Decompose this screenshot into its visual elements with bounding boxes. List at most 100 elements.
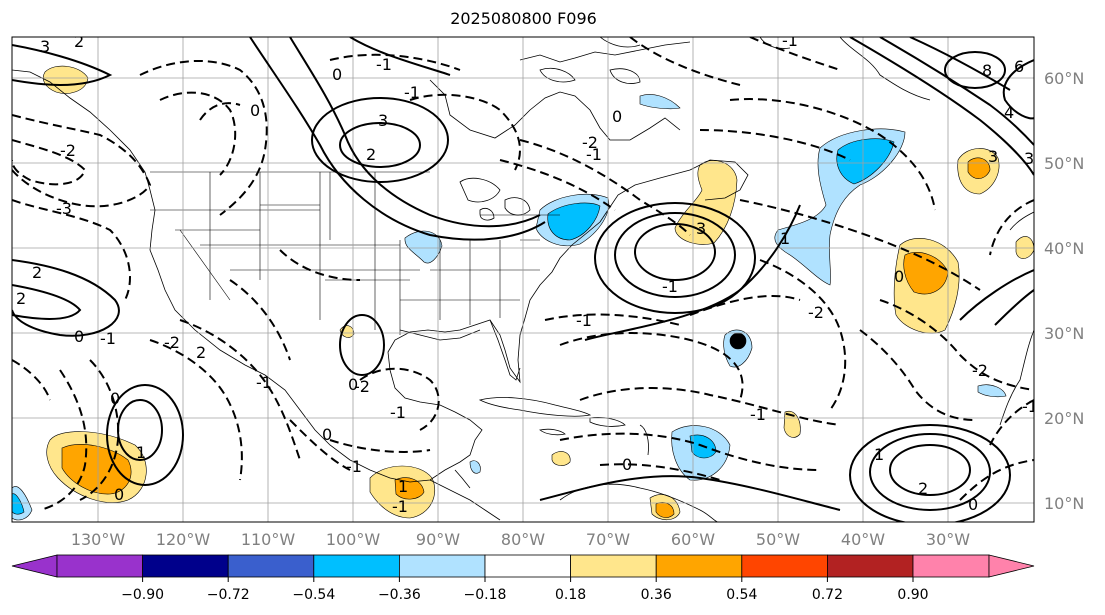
contour-label: -1 bbox=[100, 329, 116, 348]
colorbar bbox=[11, 554, 1035, 578]
negative-anomaly-region bbox=[404, 230, 443, 264]
contour-label: 3 bbox=[40, 37, 50, 56]
latitude-axis: 60°N 50°N 40°N 30°N 20°N 10°N bbox=[1044, 69, 1084, 513]
contour-label: -1 bbox=[404, 83, 420, 102]
contour-label: -2 bbox=[354, 377, 370, 396]
colorbar-segment bbox=[741, 554, 828, 578]
colorbar-ticks bbox=[142, 577, 914, 582]
contour-label: 0 bbox=[332, 65, 342, 84]
colorbar-tick-label: 0.36 bbox=[641, 587, 672, 603]
contour-label: 2 bbox=[196, 343, 206, 362]
contour-label: 3 bbox=[696, 219, 706, 238]
contour-label: -1 bbox=[750, 405, 766, 424]
solid-contours bbox=[12, 37, 1034, 522]
negative-anomaly-region bbox=[977, 384, 1007, 398]
positive-anomaly-region bbox=[903, 252, 949, 295]
contour-label: 0 bbox=[612, 107, 622, 126]
colorbar-tick-label: 0.18 bbox=[555, 587, 586, 603]
contour-label: 1 bbox=[136, 443, 146, 462]
longitude-label: 120°W bbox=[156, 530, 211, 549]
contour-label: -2 bbox=[972, 361, 988, 380]
longitude-label: 130°W bbox=[71, 530, 126, 549]
colorbar-segment bbox=[912, 554, 990, 578]
map-title: 2025080800 F096 bbox=[450, 9, 597, 28]
contour-label: -2 bbox=[60, 141, 76, 160]
contour-label: 0 bbox=[74, 327, 84, 346]
longitude-label: 50°W bbox=[756, 530, 800, 549]
latitude-label: 50°N bbox=[1044, 154, 1084, 173]
contour-label: -1 bbox=[376, 55, 392, 74]
negative-anomaly-region bbox=[12, 493, 25, 515]
colorbar-segment bbox=[827, 554, 914, 578]
contour-label: 0 bbox=[110, 389, 120, 408]
contour-label: -1 bbox=[1022, 397, 1038, 416]
colorbar-segment bbox=[313, 554, 400, 578]
negative-anomaly-region bbox=[639, 94, 681, 110]
contour-label: -1 bbox=[576, 311, 592, 330]
contour-label: 1 bbox=[780, 229, 790, 248]
contour-label: 0 bbox=[348, 375, 358, 394]
contour-label: -2 bbox=[582, 133, 598, 152]
longitude-label: 90°W bbox=[416, 530, 460, 549]
colorbar-segment bbox=[398, 554, 486, 578]
colorbar-tick-label: −0.36 bbox=[378, 587, 421, 603]
latitude-label: 20°N bbox=[1044, 409, 1084, 428]
latitude-label: 60°N bbox=[1044, 69, 1084, 88]
contour-label: -1 bbox=[346, 457, 362, 476]
contour-label: -2 bbox=[808, 303, 824, 322]
contour-label: 1 bbox=[398, 477, 408, 496]
colorbar-tick-label: 0.90 bbox=[897, 587, 928, 603]
longitude-axis: 130°W 120°W 110°W 100°W 90°W 80°W 70°W 6… bbox=[71, 530, 970, 549]
positive-anomaly-region bbox=[967, 157, 991, 179]
contour-label: -1 bbox=[782, 31, 798, 50]
colorbar-segment bbox=[655, 554, 743, 578]
colorbar-tick-label: 0.54 bbox=[726, 587, 757, 603]
contour-label: 1 bbox=[874, 445, 884, 464]
contour-label: 0 bbox=[968, 495, 978, 514]
contour-label: 0 bbox=[894, 267, 904, 286]
dashed-contours bbox=[12, 37, 1034, 511]
contour-label: -1 bbox=[390, 403, 406, 422]
contour-labels: 3 2 0 -1 3 2 -1 -2 -3 2 0 -1 0 -2 -1 3 0… bbox=[16, 31, 1038, 516]
longitude-label: 80°W bbox=[501, 530, 545, 549]
contour-label: 6 bbox=[1014, 57, 1024, 76]
colorbar-segment bbox=[484, 554, 571, 578]
latitude-label: 10°N bbox=[1044, 494, 1084, 513]
contour-label: 2 bbox=[918, 479, 928, 498]
colorbar-segment bbox=[56, 554, 143, 578]
negative-anomaly-region bbox=[469, 460, 481, 474]
colorbar-tick-label: −0.72 bbox=[207, 587, 250, 603]
latitude-label: 30°N bbox=[1044, 324, 1084, 343]
positive-anomaly-region bbox=[674, 160, 738, 245]
contour-label: 0 bbox=[250, 101, 260, 120]
positive-anomaly-region bbox=[551, 451, 571, 466]
longitude-label: 110°W bbox=[241, 530, 296, 549]
colorbar-segment bbox=[227, 554, 315, 578]
longitude-label: 30°W bbox=[926, 530, 970, 549]
contour-label: 0 bbox=[114, 485, 124, 504]
colorbar-tick-label: −0.18 bbox=[464, 587, 507, 603]
colorbar-segment bbox=[570, 554, 657, 578]
longitude-label: 40°W bbox=[841, 530, 885, 549]
contour-label: 0 bbox=[622, 455, 632, 474]
strong-anomaly-spot bbox=[729, 332, 747, 350]
contour-label: 3 bbox=[378, 111, 388, 130]
plot-frame bbox=[11, 36, 1035, 523]
contour-label: 0 bbox=[322, 425, 332, 444]
colorbar-tick-label: 0.72 bbox=[812, 587, 843, 603]
contour-label: 2 bbox=[32, 263, 42, 282]
positive-anomaly-region bbox=[394, 477, 425, 500]
colorbar-tick-label: −0.90 bbox=[121, 587, 164, 603]
contour-label: 8 bbox=[982, 61, 992, 80]
contour-label: -1 bbox=[586, 145, 602, 164]
contour-label: 3 bbox=[988, 147, 998, 166]
colorbar-tick-label: −0.54 bbox=[292, 587, 335, 603]
longitude-label: 60°W bbox=[671, 530, 715, 549]
contour-label: 2 bbox=[16, 289, 26, 308]
colorbar-labels: −0.90 −0.72 −0.54 −0.36 −0.18 0.18 0.36 … bbox=[121, 587, 928, 603]
graticule bbox=[12, 37, 1034, 522]
negative-anomaly-region bbox=[836, 138, 895, 185]
contour-label: -1 bbox=[662, 277, 678, 296]
colorbar-segment bbox=[11, 554, 58, 578]
